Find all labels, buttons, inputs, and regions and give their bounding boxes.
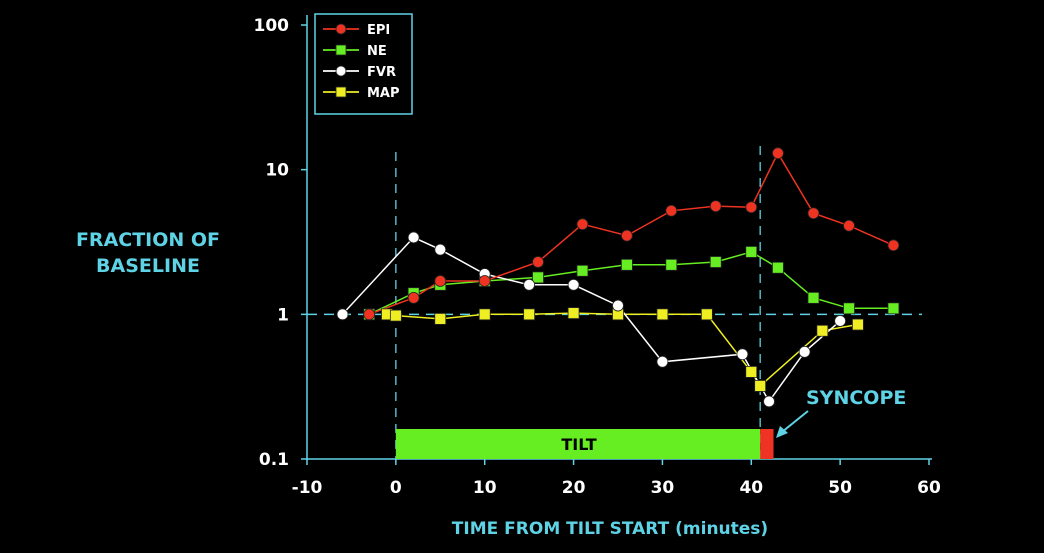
- lines-layer: [343, 153, 894, 401]
- tilt-bar-label: TILT: [561, 435, 596, 454]
- data-point-fvr: [568, 279, 579, 290]
- legend-marker-epi: [336, 24, 346, 34]
- y-tick-label: 10: [265, 161, 289, 181]
- y-tick-label: 0.1: [259, 450, 289, 470]
- data-point-ne: [533, 272, 544, 283]
- data-point-ne: [621, 259, 632, 270]
- data-point-ne: [746, 246, 757, 257]
- data-point-fvr: [613, 300, 624, 311]
- x-tick-label: 40: [739, 478, 763, 498]
- x-tick-label: 10: [473, 478, 497, 498]
- data-point-ne: [844, 303, 855, 314]
- data-point-epi: [666, 205, 677, 216]
- data-point-fvr: [764, 396, 775, 407]
- x-tick-label: 20: [562, 478, 586, 498]
- x-tick-label: 50: [828, 478, 852, 498]
- legend-label-ne: NE: [367, 44, 387, 59]
- syncope-annotation: SYNCOPE: [806, 387, 906, 409]
- x-tick-label: 30: [651, 478, 675, 498]
- data-point-ne: [888, 303, 899, 314]
- syncope-bar: [760, 429, 773, 459]
- data-point-ne: [666, 259, 677, 270]
- data-point-epi: [710, 201, 721, 212]
- data-point-epi: [746, 202, 757, 213]
- data-point-fvr: [799, 346, 810, 357]
- data-point-fvr: [408, 232, 419, 243]
- data-point-map: [755, 380, 766, 391]
- x-axis-label: TIME FROM TILT START (minutes): [452, 519, 768, 539]
- x-tick-label: 0: [390, 478, 402, 498]
- data-point-ne: [710, 257, 721, 268]
- data-point-ne: [808, 292, 819, 303]
- data-point-fvr: [835, 315, 846, 326]
- data-point-map: [657, 309, 668, 320]
- data-point-fvr: [435, 244, 446, 255]
- data-point-epi: [364, 309, 375, 320]
- y-axis-label-line2: BASELINE: [96, 255, 200, 277]
- data-point-ne: [577, 265, 588, 276]
- syncope-arrow-shaft: [782, 411, 808, 432]
- legend: EPI NE FVR MAP: [315, 14, 412, 114]
- data-point-fvr: [657, 356, 668, 367]
- y-axis-label-line1: FRACTION OF: [76, 229, 220, 251]
- data-point-map: [701, 309, 712, 320]
- legend-marker-ne: [336, 45, 346, 55]
- data-point-map: [817, 325, 828, 336]
- legend-marker-fvr: [336, 66, 346, 76]
- data-point-map: [435, 313, 446, 324]
- markers-layer: [337, 148, 899, 407]
- data-point-map: [524, 309, 535, 320]
- data-point-fvr: [737, 349, 748, 360]
- data-point-epi: [533, 257, 544, 268]
- data-point-epi: [844, 220, 855, 231]
- bars-layer: [396, 411, 808, 459]
- data-point-epi: [772, 148, 783, 159]
- data-point-epi: [888, 240, 899, 251]
- series-line-fvr: [343, 237, 841, 401]
- legend-label-fvr: FVR: [367, 65, 396, 80]
- data-point-map: [390, 310, 401, 321]
- data-point-fvr: [524, 279, 535, 290]
- data-point-epi: [479, 275, 490, 286]
- data-point-epi: [435, 275, 446, 286]
- data-point-epi: [577, 219, 588, 230]
- legend-marker-map: [336, 87, 346, 97]
- data-point-fvr: [337, 309, 348, 320]
- data-point-map: [568, 308, 579, 319]
- data-point-map: [852, 319, 863, 330]
- y-tick-label: 1: [277, 305, 289, 325]
- legend-label-map: MAP: [367, 86, 400, 101]
- data-point-epi: [621, 230, 632, 241]
- data-point-ne: [772, 262, 783, 273]
- data-point-epi: [808, 208, 819, 219]
- data-point-epi: [408, 292, 419, 303]
- y-tick-label: 100: [254, 16, 290, 36]
- legend-label-epi: EPI: [367, 23, 390, 38]
- data-point-map: [479, 309, 490, 320]
- x-tick-label: -10: [292, 478, 323, 498]
- x-tick-label: 60: [917, 478, 941, 498]
- data-point-map: [746, 366, 757, 377]
